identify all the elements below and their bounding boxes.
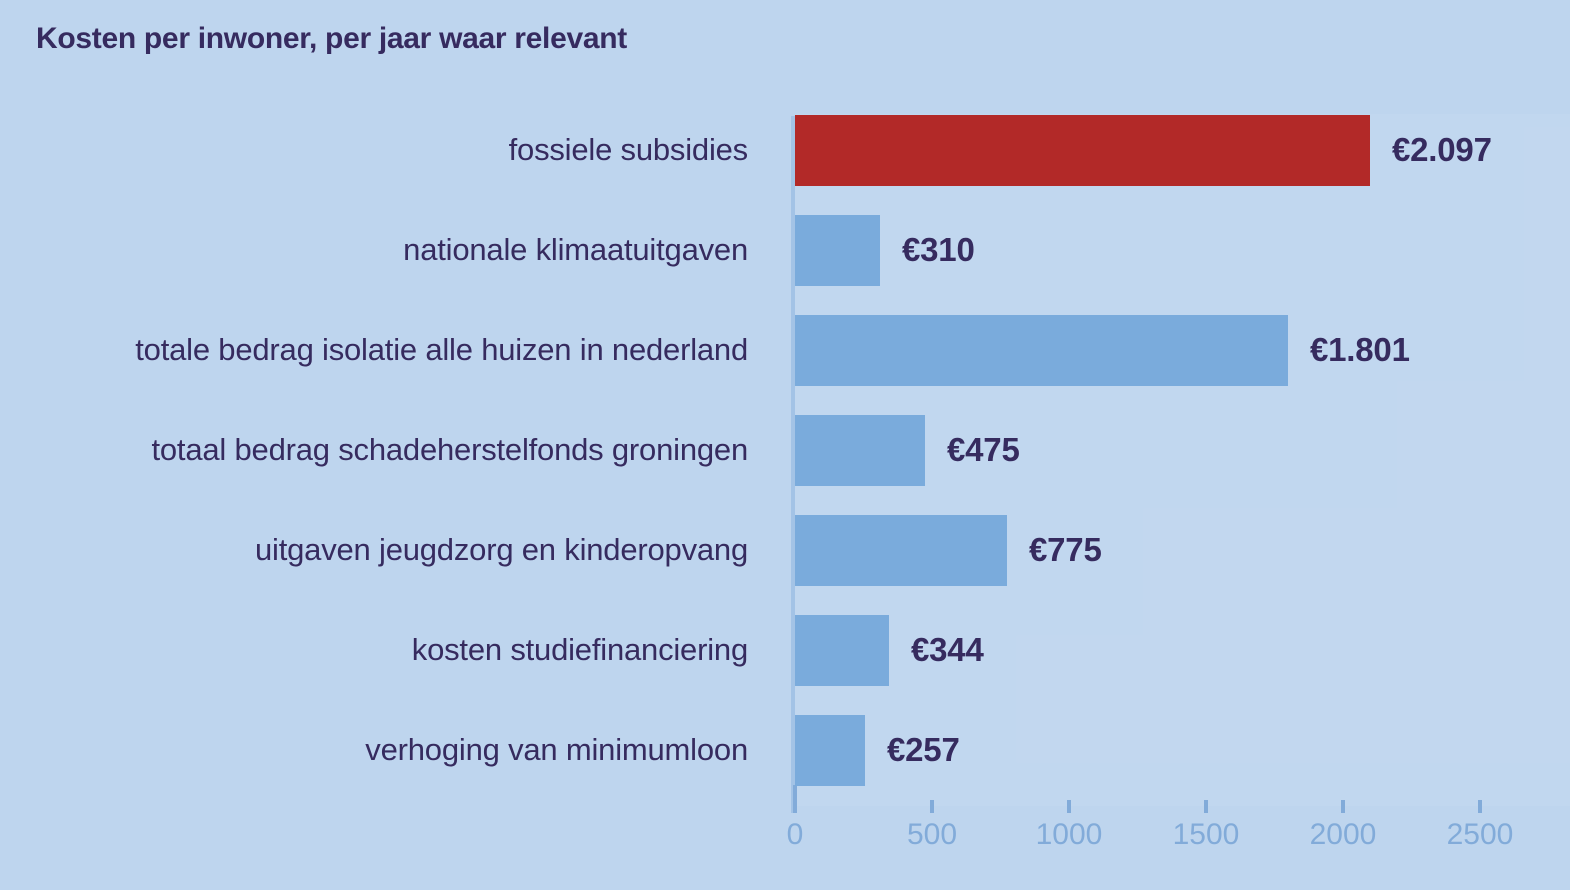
x-tick-label: 2500 <box>1446 818 1514 851</box>
bar-highlighted <box>795 114 1370 186</box>
bar <box>795 214 880 286</box>
bar <box>795 314 1288 386</box>
bar <box>795 714 865 786</box>
chart-row: uitgaven jeugdzorg en kinderopvang €775 <box>0 500 1570 600</box>
category-label: verhoging van minimumloon <box>365 732 748 767</box>
y-axis-line <box>791 116 795 813</box>
category-label: totaal bedrag schadeherstelfonds groning… <box>151 432 748 467</box>
value-label: €775 <box>1029 531 1102 568</box>
x-tick-label: 0 <box>786 818 804 851</box>
category-label: fossiele subsidies <box>508 132 749 167</box>
value-label: €310 <box>902 231 975 268</box>
chart-title: Kosten per inwoner, per jaar waar releva… <box>36 22 627 55</box>
chart-row: kosten studiefinanciering €344 <box>0 600 1570 700</box>
x-tick-label: 500 <box>906 818 958 851</box>
chart-row: totale bedrag isolatie alle huizen in ne… <box>0 300 1570 400</box>
value-label: €257 <box>887 731 960 768</box>
chart-row: nationale klimaatuitgaven €310 <box>0 200 1570 300</box>
value-label: €1.801 <box>1310 331 1410 368</box>
bar-rows: fossiele subsidies €2.097 nationale klimaa… <box>0 100 1570 800</box>
chart-row: verhoging van minimumloon €257 <box>0 700 1570 800</box>
bar <box>795 414 925 486</box>
category-label: nationale klimaatuitgaven <box>403 232 748 267</box>
value-label: €2.097 <box>1392 131 1492 168</box>
category-label: totale bedrag isolatie alle huizen in ne… <box>135 332 748 367</box>
x-tick-label: 2000 <box>1309 818 1377 851</box>
value-label: €475 <box>947 431 1020 468</box>
bar <box>795 514 1007 586</box>
category-label: uitgaven jeugdzorg en kinderopvang <box>254 532 748 567</box>
x-tick-label: 1000 <box>1035 818 1103 851</box>
chart-row: totaal bedrag schadeherstelfonds groning… <box>0 400 1570 500</box>
value-label: €344 <box>911 631 984 668</box>
chart-row: fossiele subsidies €2.097 <box>0 100 1570 200</box>
x-tick-label: 1500 <box>1172 818 1240 851</box>
bar <box>795 614 889 686</box>
category-label: kosten studiefinanciering <box>411 632 748 667</box>
